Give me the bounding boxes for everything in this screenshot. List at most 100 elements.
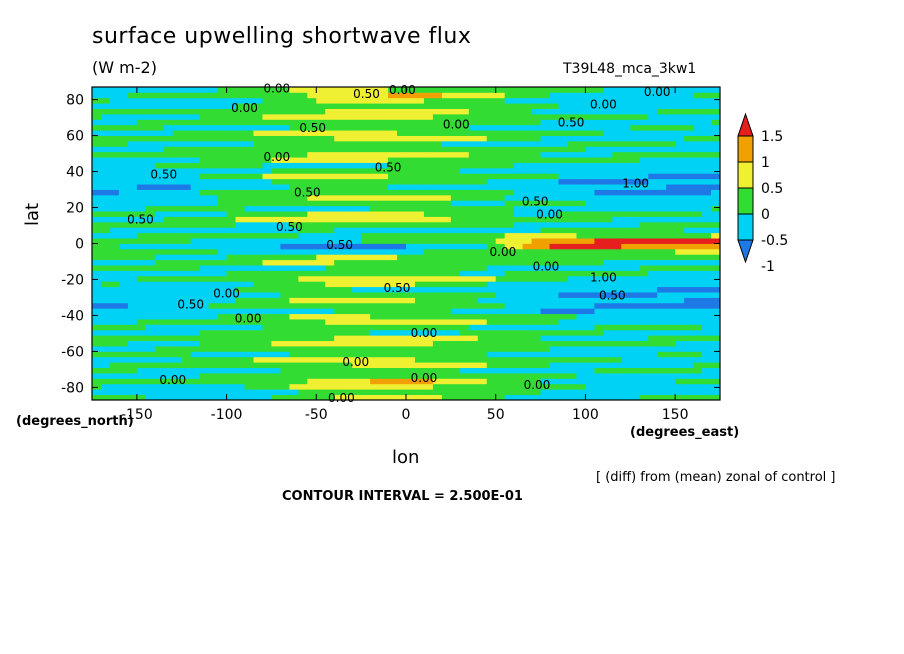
heatmap-cell	[585, 351, 595, 358]
heatmap-cell	[441, 286, 452, 293]
heatmap-cell	[280, 302, 290, 309]
heatmap-cell	[486, 308, 497, 315]
heatmap-cell	[397, 167, 407, 174]
heatmap-cell	[621, 103, 631, 109]
heatmap-cell	[657, 189, 667, 196]
heatmap-cell	[432, 178, 443, 185]
heatmap-cell	[711, 346, 721, 352]
heatmap-cell	[136, 292, 147, 298]
heatmap-cell	[522, 130, 532, 136]
heatmap-cell	[199, 254, 210, 261]
heatmap-cell	[504, 124, 515, 131]
heatmap-cell	[127, 319, 138, 325]
heatmap-cell	[325, 205, 335, 212]
heatmap-cell	[468, 383, 479, 390]
heatmap-cell	[513, 162, 524, 169]
heatmap-cell	[100, 157, 111, 163]
heatmap-cell	[379, 346, 389, 352]
heatmap-cell	[226, 383, 236, 390]
heatmap-cell	[379, 394, 389, 401]
heatmap-cell	[666, 351, 676, 358]
heatmap-cell	[549, 356, 559, 363]
heatmap-cell	[477, 119, 488, 126]
heatmap-cell	[100, 113, 111, 120]
heatmap-cell	[558, 200, 568, 207]
heatmap-cell	[468, 297, 479, 304]
heatmap-cell	[253, 319, 263, 325]
heatmap-cell	[370, 178, 380, 185]
heatmap-cell	[226, 243, 236, 250]
heatmap-cell	[271, 319, 281, 325]
heatmap-cell	[406, 308, 416, 315]
heatmap-cell	[199, 151, 210, 158]
heatmap-cell	[316, 351, 326, 358]
heatmap-cell	[181, 286, 192, 293]
heatmap-cell	[711, 383, 721, 390]
heatmap-cell	[693, 124, 703, 131]
heatmap-cell	[145, 167, 156, 174]
heatmap-cell	[145, 200, 156, 207]
heatmap-cell	[540, 340, 550, 347]
heatmap-cell	[486, 340, 497, 347]
heatmap-cell	[163, 270, 174, 277]
heatmap-cell	[612, 346, 622, 352]
heatmap-cell	[477, 248, 488, 255]
heatmap-cell	[181, 248, 192, 255]
heatmap-cell	[585, 119, 595, 126]
heatmap-cell	[594, 157, 604, 163]
heatmap-cell	[352, 351, 362, 358]
heatmap-cell	[334, 313, 344, 320]
heatmap-cell	[244, 124, 254, 131]
heatmap-cell	[423, 297, 434, 304]
heatmap-cell	[361, 248, 371, 255]
heatmap-cell	[585, 227, 595, 234]
heatmap-cell	[495, 394, 506, 401]
heatmap-cell	[262, 146, 272, 153]
heatmap-cell	[423, 211, 434, 217]
heatmap-cell	[136, 319, 147, 325]
heatmap-cell	[594, 373, 604, 379]
heatmap-cell	[477, 292, 488, 298]
heatmap-cell	[226, 308, 236, 315]
heatmap-cell	[334, 275, 344, 282]
heatmap-cell	[127, 275, 138, 282]
heatmap-cell	[253, 270, 263, 277]
heatmap-cell	[468, 173, 479, 180]
heatmap-cell	[397, 367, 407, 374]
heatmap-cell	[253, 351, 263, 358]
heatmap-cell	[244, 130, 254, 136]
heatmap-cell	[235, 270, 245, 277]
heatmap-cell	[657, 108, 667, 115]
contour-label: 0.50	[558, 116, 585, 130]
heatmap-cell	[154, 286, 165, 293]
heatmap-cell	[549, 108, 559, 115]
heatmap-cell	[361, 373, 371, 379]
heatmap-cell	[280, 389, 290, 396]
heatmap-cell	[459, 232, 470, 239]
heatmap-cell	[702, 227, 712, 234]
heatmap-cell	[208, 189, 218, 196]
heatmap-cell	[693, 211, 703, 217]
heatmap-cell	[666, 189, 676, 196]
heatmap-cell	[154, 157, 165, 163]
heatmap-cell	[450, 356, 461, 363]
heatmap-cell	[406, 173, 416, 180]
heatmap-cell	[226, 173, 236, 180]
heatmap-cell	[388, 194, 398, 201]
heatmap-cell	[100, 329, 111, 336]
heatmap-cell	[271, 167, 281, 174]
heatmap-cell	[504, 329, 515, 336]
heatmap-cell	[100, 378, 111, 385]
heatmap-cell	[459, 221, 470, 228]
heatmap-cell	[316, 265, 326, 271]
heatmap-cell	[92, 92, 102, 99]
heatmap-cell	[118, 232, 129, 239]
heatmap-cell	[666, 119, 676, 126]
heatmap-cell	[136, 103, 147, 109]
heatmap-cell	[181, 173, 192, 180]
heatmap-cell	[325, 124, 335, 131]
heatmap-cell	[657, 87, 667, 93]
heatmap-cell	[414, 351, 425, 358]
heatmap-cell	[558, 194, 568, 201]
heatmap-cell	[459, 302, 470, 309]
